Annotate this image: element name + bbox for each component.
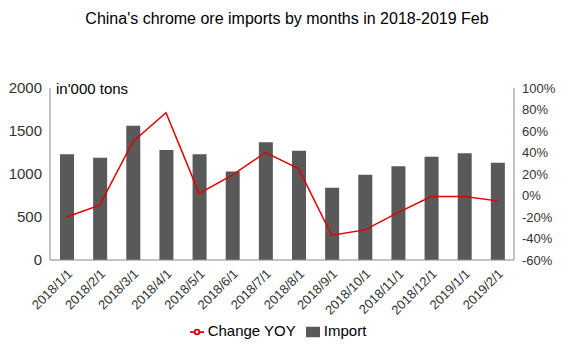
svg-text:2018/2/1: 2018/2/1 xyxy=(62,266,109,313)
svg-text:2018/9/1: 2018/9/1 xyxy=(294,266,341,313)
svg-text:0: 0 xyxy=(34,251,42,268)
svg-text:40%: 40% xyxy=(522,145,548,160)
svg-text:2018/12/1: 2018/12/1 xyxy=(388,266,440,318)
svg-text:2018/3/1: 2018/3/1 xyxy=(95,266,142,313)
svg-text:-40%: -40% xyxy=(522,231,553,246)
svg-text:1000: 1000 xyxy=(9,165,42,182)
svg-text:2018/7/1: 2018/7/1 xyxy=(227,266,275,313)
svg-text:2018/1/1: 2018/1/1 xyxy=(28,266,76,313)
svg-text:20%: 20% xyxy=(522,167,548,182)
svg-text:-60%: -60% xyxy=(522,253,553,268)
svg-text:2018/6/1: 2018/6/1 xyxy=(194,266,241,313)
svg-text:-20%: -20% xyxy=(522,210,553,225)
svg-text:2018/10/1: 2018/10/1 xyxy=(322,266,374,318)
svg-text:1500: 1500 xyxy=(9,122,42,139)
svg-text:0%: 0% xyxy=(522,188,541,203)
html-text:Change YOY: Change YOY xyxy=(207,322,296,339)
svg-text:2018/8/1: 2018/8/1 xyxy=(260,266,308,313)
svg-text:60%: 60% xyxy=(522,124,548,139)
svg-text:2019/2/1: 2019/2/1 xyxy=(460,266,506,312)
html-text:Import: Import xyxy=(323,322,367,339)
html-text:in'000 tons: in'000 tons xyxy=(56,80,129,97)
svg-text:2000: 2000 xyxy=(9,79,42,96)
svg-text:2018/4/1: 2018/4/1 xyxy=(128,266,175,313)
svg-text:100%: 100% xyxy=(522,81,556,96)
html-text:China's chrome ore imports by: China's chrome ore imports by months in … xyxy=(85,10,489,27)
svg-text:2019/1/1: 2019/1/1 xyxy=(426,266,473,313)
svg-text:500: 500 xyxy=(17,208,42,225)
svg-text:2018/11/1: 2018/11/1 xyxy=(355,266,407,317)
svg-text:2018/5/1: 2018/5/1 xyxy=(161,266,208,313)
svg-text:80%: 80% xyxy=(522,102,548,117)
